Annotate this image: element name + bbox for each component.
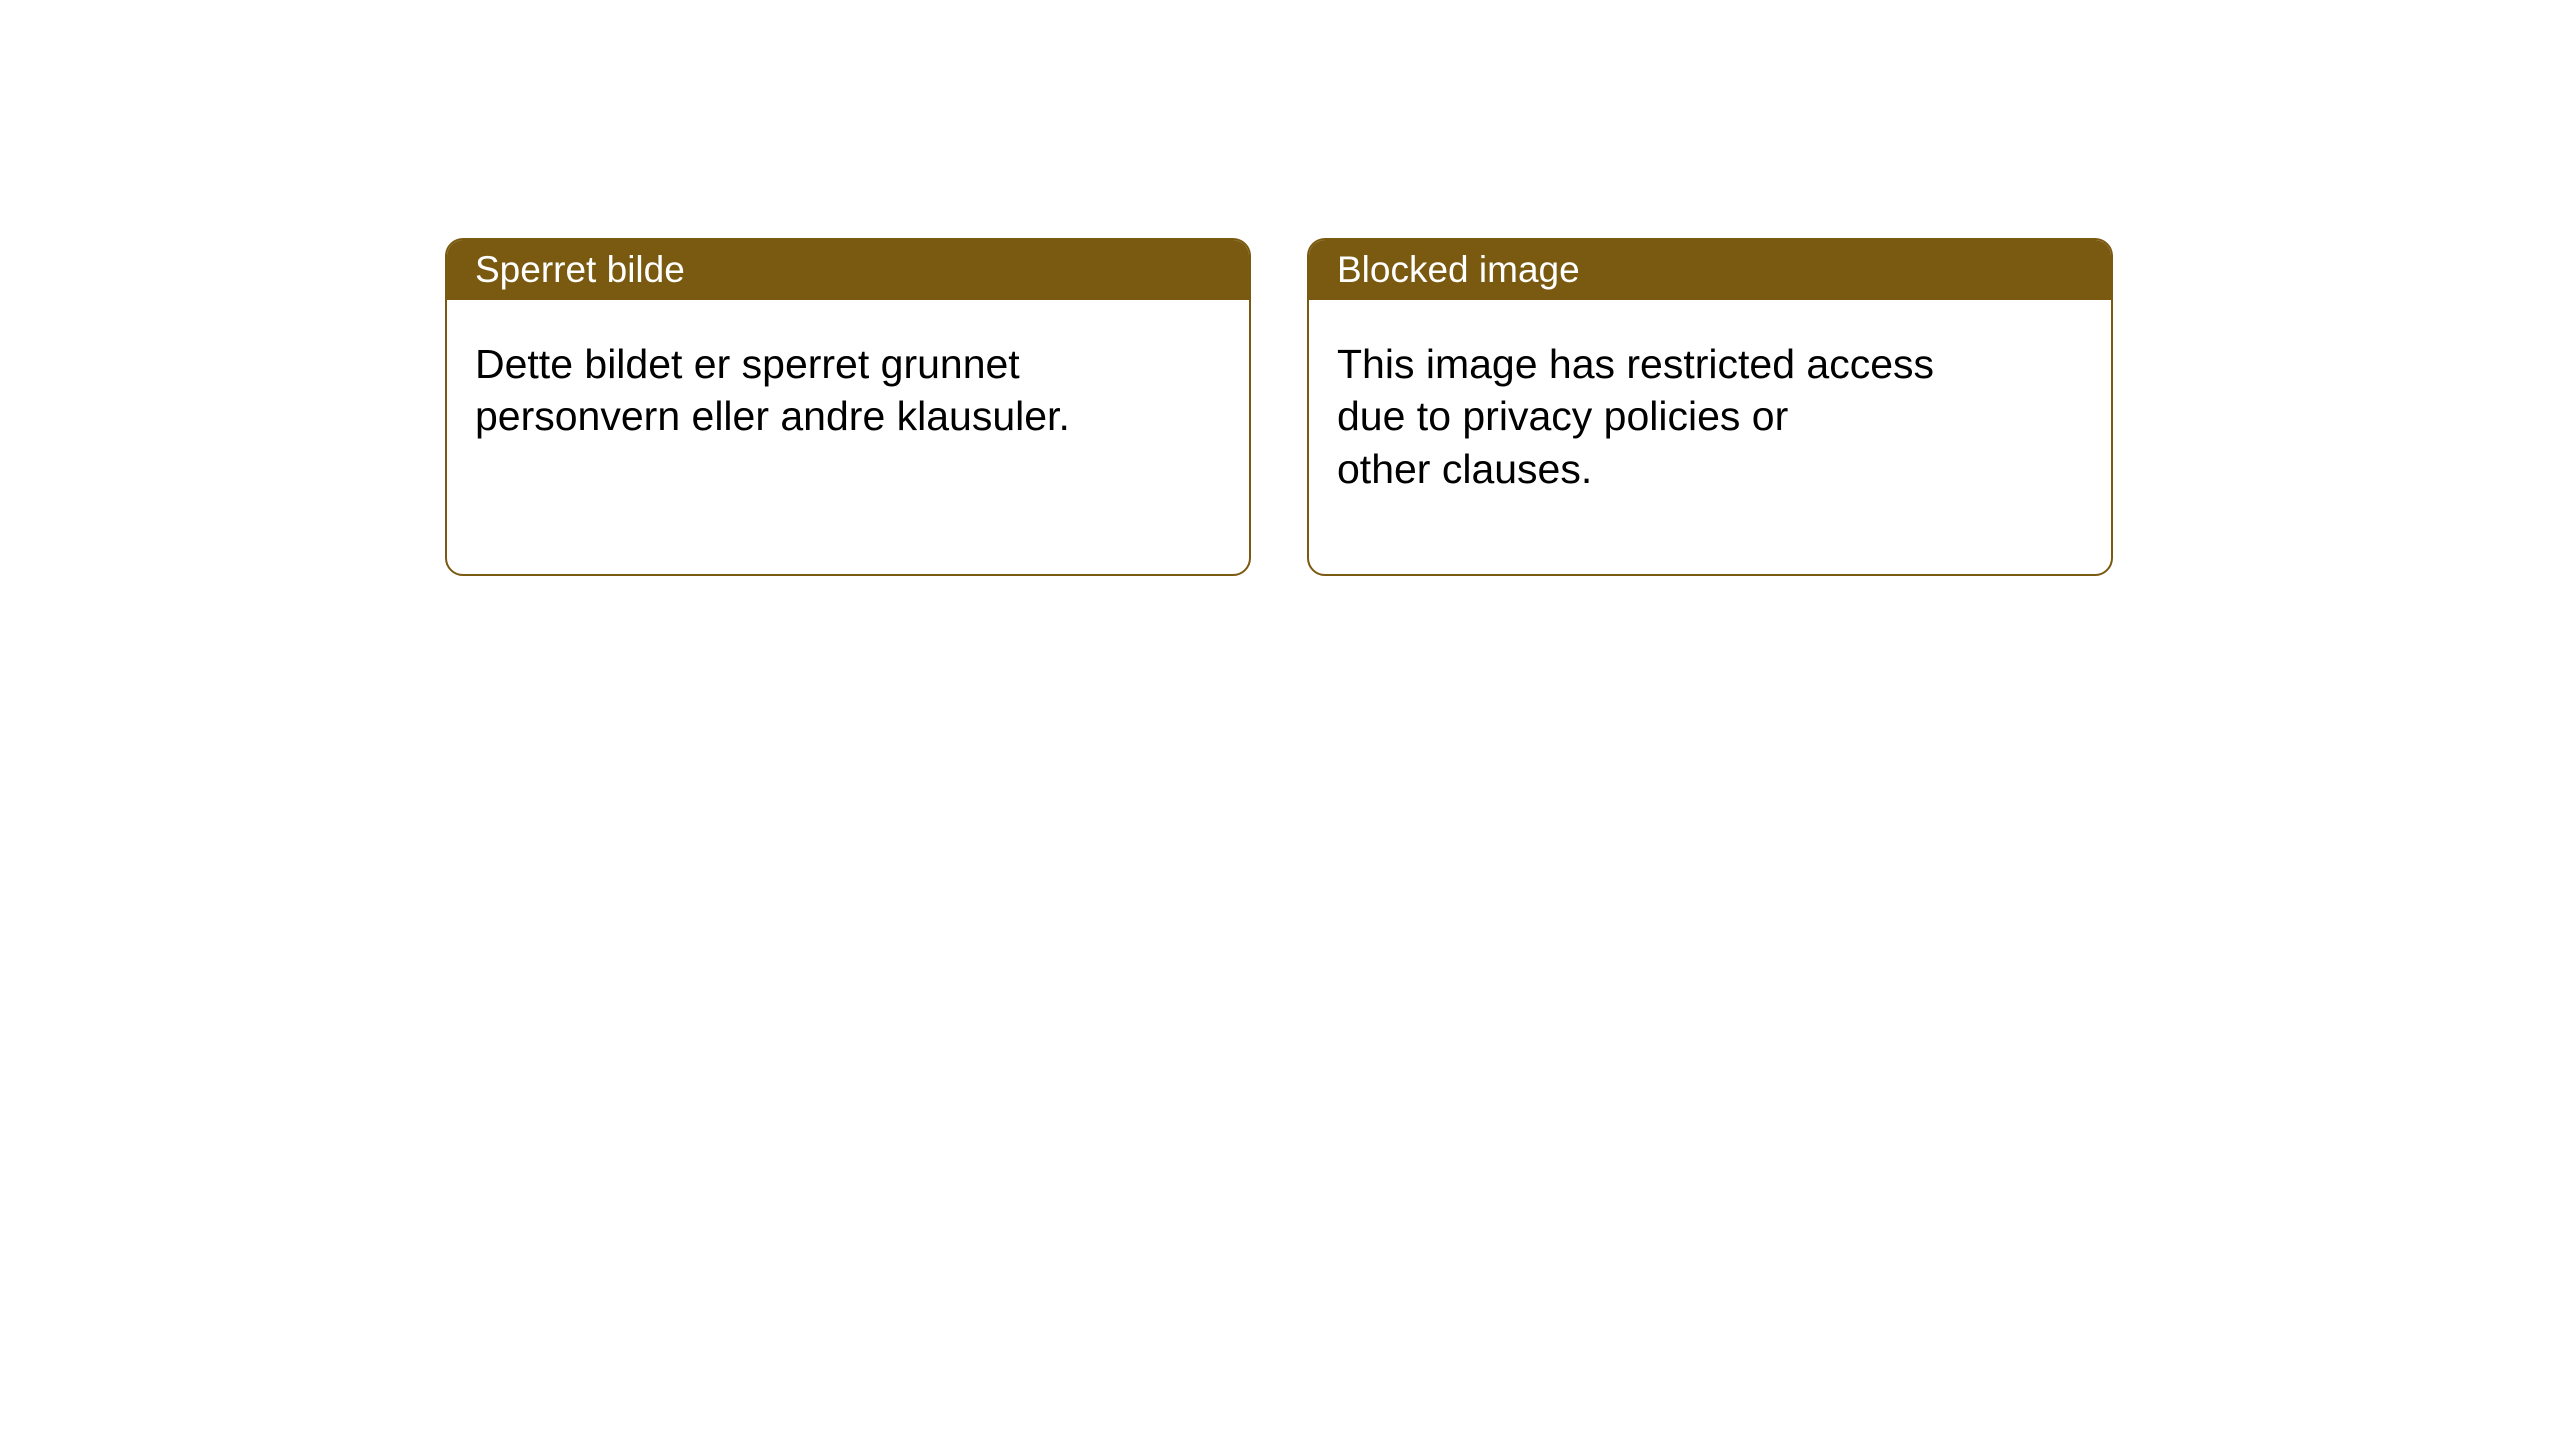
notice-body: This image has restricted access due to …: [1309, 300, 2111, 533]
notice-title: Blocked image: [1337, 249, 1580, 291]
notice-card-english: Blocked image This image has restricted …: [1307, 238, 2113, 576]
notice-container: Sperret bilde Dette bildet er sperret gr…: [445, 238, 2113, 576]
notice-body: Dette bildet er sperret grunnet personve…: [447, 300, 1249, 481]
notice-header: Blocked image: [1309, 240, 2111, 300]
notice-title: Sperret bilde: [475, 249, 685, 291]
notice-card-norwegian: Sperret bilde Dette bildet er sperret gr…: [445, 238, 1251, 576]
notice-header: Sperret bilde: [447, 240, 1249, 300]
